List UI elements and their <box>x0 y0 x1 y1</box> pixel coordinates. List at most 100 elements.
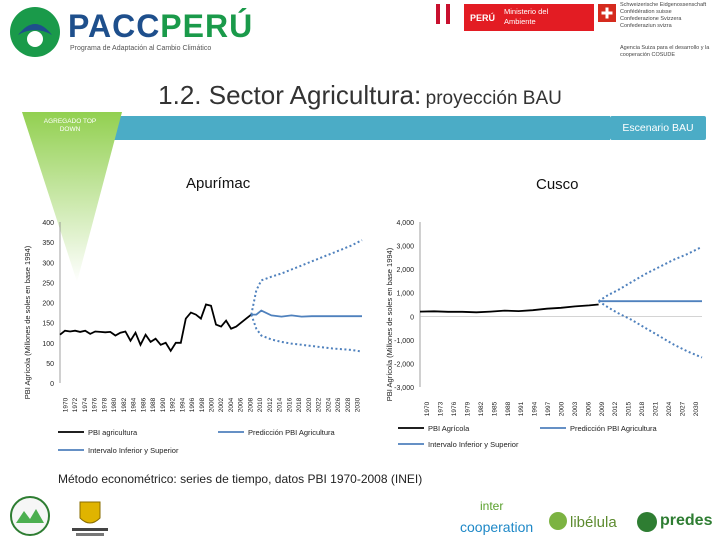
x-tick-label: 2008 <box>247 397 254 412</box>
y-tick-label: 350 <box>42 240 54 247</box>
x-tick-label: 1990 <box>160 397 167 412</box>
x-tick-label: 1982 <box>121 397 128 412</box>
ministry-badge: PERÚ Ministerio del Ambiente <box>464 4 594 31</box>
swiss-confederation-text: Schweizerische Eidgenossenschaft Confédé… <box>620 2 707 29</box>
x-tick-label: 2000 <box>559 401 566 416</box>
x-tick-label: 2010 <box>257 397 264 412</box>
y-tick-label: 1,000 <box>396 291 414 298</box>
legend-entry: Predicción PBI Agricultura <box>570 424 658 433</box>
slide-title: 1.2. Sector Agricultura: proyección BAU <box>0 80 720 111</box>
y-axis-label: PBI Agrícola (Millones de soles en base … <box>23 245 32 399</box>
y-tick-label: -1,000 <box>394 338 414 345</box>
libelula-logo: libélula <box>549 512 617 531</box>
x-tick-label: 2009 <box>599 401 606 416</box>
x-tick-label: 2022 <box>316 397 323 412</box>
method-note: Método econométrico: series de tiempo, d… <box>58 472 423 486</box>
series-line-3 <box>598 300 703 359</box>
x-tick-label: 1970 <box>424 401 431 416</box>
series-line-0 <box>419 303 599 314</box>
x-tick-label: 1976 <box>92 397 99 412</box>
series-line-2 <box>250 239 363 315</box>
y-tick-label: 150 <box>42 321 54 328</box>
y-tick-label: -2,000 <box>394 361 414 368</box>
y-tick-label: 300 <box>42 260 54 267</box>
y-tick-label: 2,000 <box>396 267 414 274</box>
gobierno-regional-apurimac-logo <box>72 501 108 536</box>
svg-text:predes: predes <box>660 512 713 529</box>
x-tick-label: 1992 <box>170 397 177 412</box>
legend-entry: Intervalo Inferior y Superior <box>428 440 519 449</box>
x-tick-label: 1978 <box>101 397 108 412</box>
y-tick-label: 50 <box>46 361 54 368</box>
x-tick-label: 1972 <box>72 397 79 412</box>
series-line-3 <box>250 314 363 353</box>
chart-title-cusco: Cusco <box>536 176 579 193</box>
x-tick-label: 2004 <box>228 397 235 412</box>
series-line-2 <box>598 245 703 303</box>
x-tick-label: 2021 <box>653 401 660 416</box>
y-tick-label: 0 <box>410 314 414 321</box>
legend-entry: Intervalo Inferior y Superior <box>88 446 179 455</box>
predes-logo: predes <box>637 512 713 532</box>
x-tick-label: 2012 <box>267 397 274 412</box>
x-tick-label: 2018 <box>639 401 646 416</box>
legend-entry: PBI Agrícola <box>428 424 470 433</box>
y-tick-label: 100 <box>42 341 54 348</box>
x-tick-label: 2006 <box>238 397 245 412</box>
x-tick-label: 1976 <box>451 401 458 416</box>
x-tick-label: 1982 <box>478 401 485 416</box>
x-tick-label: 1984 <box>131 397 138 412</box>
y-tick-label: -3,000 <box>394 385 414 392</box>
y-tick-label: 3,000 <box>396 244 414 251</box>
x-tick-label: 1988 <box>150 397 157 412</box>
scenario-badge: Escenario BAU <box>610 116 706 140</box>
x-tick-label: 2003 <box>572 401 579 416</box>
x-tick-label: 1994 <box>532 401 539 416</box>
slide-title-sub: proyección BAU <box>425 88 562 109</box>
x-tick-label: 2006 <box>585 401 592 416</box>
pacc-logo-subtitle: Programa de Adaptación al Cambio Climáti… <box>70 45 212 52</box>
legend-entry: Predicción PBI Agricultura <box>248 428 336 437</box>
x-tick-label: 2020 <box>306 397 313 412</box>
y-tick-label: 4,000 <box>396 220 414 227</box>
pacc-logo-icon <box>10 7 60 57</box>
x-tick-label: 1988 <box>505 401 512 416</box>
x-tick-label: 2012 <box>612 401 619 416</box>
svg-text:cooperation: cooperation <box>460 519 533 535</box>
x-tick-label: 2024 <box>666 401 673 416</box>
series-line-0 <box>59 303 252 353</box>
region-seal-icon <box>10 496 50 536</box>
x-tick-label: 1991 <box>518 401 525 416</box>
x-tick-label: 1974 <box>82 397 89 412</box>
x-tick-label: 2018 <box>296 397 303 412</box>
x-tick-label: 2030 <box>355 397 362 412</box>
x-tick-label: 1986 <box>140 397 147 412</box>
x-tick-label: 2014 <box>277 397 284 412</box>
y-tick-label: 250 <box>42 280 54 287</box>
pacc-logo-text: PACCPERÚ <box>68 8 254 44</box>
cosude-text: Agencia Suiza para el desarrollo y la co… <box>620 45 710 58</box>
slide-title-main: 1.2. Sector Agricultura: <box>158 80 422 110</box>
swiss-flag-icon <box>598 4 616 22</box>
x-tick-label: 2024 <box>325 397 332 412</box>
x-tick-label: 2030 <box>693 401 700 416</box>
x-tick-label: 2000 <box>209 397 216 412</box>
series-line-1 <box>251 309 362 318</box>
x-tick-label: 2026 <box>335 397 342 412</box>
funnel-shape <box>22 112 122 282</box>
y-tick-label: 0 <box>50 381 54 388</box>
x-tick-label: 1997 <box>545 401 552 416</box>
svg-text:libélula: libélula <box>570 514 617 531</box>
funnel-label: AGREGADO TOP DOWN <box>43 118 97 133</box>
svg-text:inter: inter <box>480 499 503 513</box>
ministry-label: Ministerio del Ambiente <box>504 7 549 26</box>
x-tick-label: 1979 <box>465 401 472 416</box>
peru-flag-icon <box>436 4 450 24</box>
y-tick-label: 400 <box>42 220 54 227</box>
scenario-band <box>40 116 610 140</box>
peru-label: PERÚ <box>470 13 496 23</box>
y-tick-label: 200 <box>42 301 54 308</box>
x-tick-label: 2015 <box>626 401 633 416</box>
x-tick-label: 1970 <box>62 397 69 412</box>
